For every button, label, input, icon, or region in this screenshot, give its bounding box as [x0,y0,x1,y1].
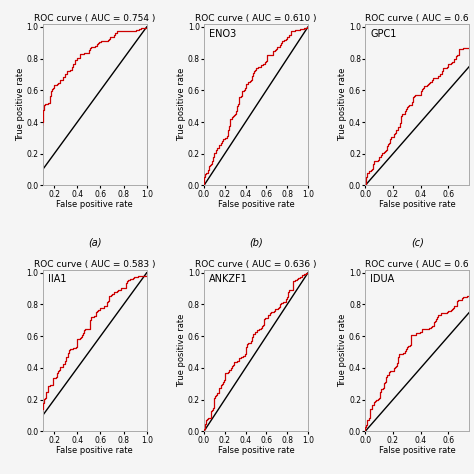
X-axis label: False positive rate: False positive rate [218,200,294,209]
Text: IDUA: IDUA [370,274,395,284]
Text: (b): (b) [249,237,263,247]
Text: (c): (c) [411,237,424,247]
X-axis label: False positive rate: False positive rate [56,446,133,455]
Text: ANKZF1: ANKZF1 [209,274,248,284]
Text: ENO3: ENO3 [209,28,237,38]
Y-axis label: True positive rate: True positive rate [177,314,186,387]
X-axis label: False positive rate: False positive rate [218,446,294,455]
Title: ROC curve ( AUC = 0.754 ): ROC curve ( AUC = 0.754 ) [34,14,155,23]
Title: ROC curve ( AUC = 0.6: ROC curve ( AUC = 0.6 [365,14,469,23]
X-axis label: False positive rate: False positive rate [379,446,456,455]
Title: ROC curve ( AUC = 0.636 ): ROC curve ( AUC = 0.636 ) [195,260,317,269]
X-axis label: False positive rate: False positive rate [56,200,133,209]
Title: ROC curve ( AUC = 0.610 ): ROC curve ( AUC = 0.610 ) [195,14,317,23]
Y-axis label: True positive rate: True positive rate [177,68,186,141]
Y-axis label: True positive rate: True positive rate [16,68,25,141]
Y-axis label: True positive rate: True positive rate [338,68,347,141]
Text: (a): (a) [88,237,101,247]
Y-axis label: True positive rate: True positive rate [338,314,347,387]
Text: IIA1: IIA1 [48,274,66,284]
Title: ROC curve ( AUC = 0.583 ): ROC curve ( AUC = 0.583 ) [34,260,155,269]
Text: GPC1: GPC1 [370,28,397,38]
Title: ROC curve ( AUC = 0.6: ROC curve ( AUC = 0.6 [365,260,469,269]
X-axis label: False positive rate: False positive rate [379,200,456,209]
